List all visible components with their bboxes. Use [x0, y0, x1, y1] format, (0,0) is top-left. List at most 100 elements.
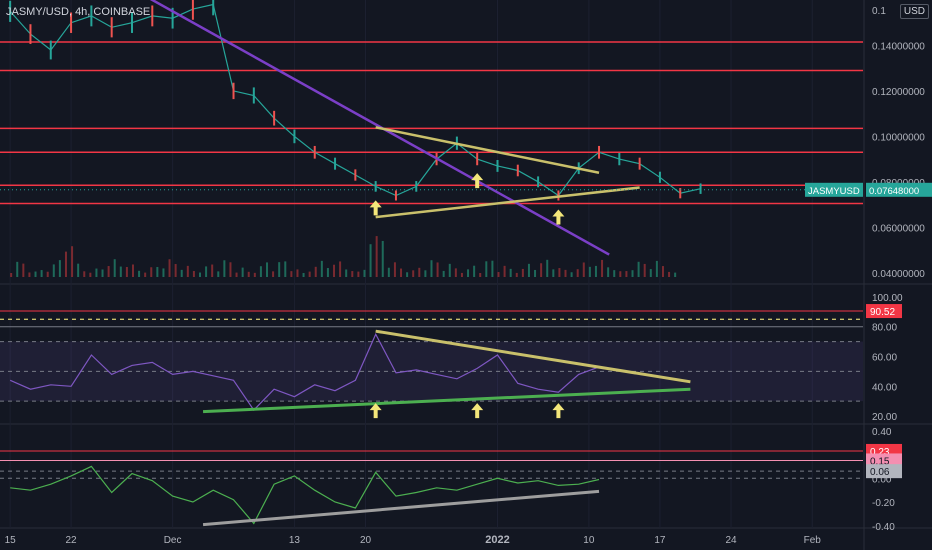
level-badge-label: 0.06 — [870, 467, 890, 478]
volume-bar — [515, 272, 518, 277]
volume-bar — [241, 267, 244, 277]
y-tick-label: 0.40 — [872, 427, 892, 438]
volume-bar — [369, 244, 372, 277]
level-badge — [866, 453, 902, 468]
volume-bar — [588, 266, 591, 277]
trend-line — [202, 387, 691, 414]
volume-bar — [400, 268, 403, 277]
volume-bar — [217, 271, 220, 277]
x-tick-label: Dec — [164, 535, 182, 546]
volume-bar — [479, 272, 482, 277]
volume-bar — [661, 266, 664, 277]
support-arrow-marker — [471, 403, 484, 419]
currency-badge[interactable]: USD — [899, 4, 929, 19]
volume-bar — [619, 271, 622, 277]
trend-line — [149, 0, 610, 256]
oscillator-2-line — [10, 465, 600, 525]
volume-bar — [278, 262, 281, 277]
volume-bar — [363, 269, 366, 277]
volume-bar — [412, 270, 415, 277]
volume-bar — [296, 269, 299, 277]
volume-bar — [552, 269, 555, 277]
level-badge — [866, 304, 902, 319]
volume-bar — [284, 261, 287, 277]
volume-bar — [326, 268, 329, 277]
y-tick-label: -0.40 — [872, 522, 895, 533]
y-tick-label: 0.04000000 — [872, 269, 925, 280]
volume-bar — [546, 259, 549, 277]
level-badge — [866, 464, 902, 479]
support-arrow-marker — [552, 403, 565, 419]
volume-bar — [570, 272, 573, 277]
volume-bar — [430, 260, 433, 277]
volume-bar — [113, 259, 116, 277]
volume-bar — [643, 263, 646, 277]
volume-bar — [418, 267, 421, 277]
volume-bar — [442, 270, 445, 277]
volume-bar — [168, 259, 171, 277]
volume-bar — [564, 269, 567, 277]
volume-bar — [229, 262, 232, 277]
volume-bar — [131, 264, 134, 277]
oscillator-1-line — [9, 332, 600, 412]
volume-bar — [71, 246, 74, 277]
volume-bar — [424, 270, 427, 277]
trend-line — [375, 126, 600, 174]
symbol-badge-label: JASMYUSD — [808, 186, 860, 197]
volume-bar — [393, 262, 396, 277]
volume-bar — [631, 270, 634, 277]
volume-bar — [308, 271, 311, 277]
volume-bar — [339, 261, 342, 277]
y-tick-label: 20.00 — [872, 412, 897, 423]
volume-bar — [119, 266, 122, 277]
volume-bar — [223, 260, 226, 277]
volume-bar — [613, 270, 616, 277]
level-badge-label: 90.52 — [870, 307, 895, 318]
symbol-badge — [805, 182, 863, 197]
level-badge-label: 0.15 — [870, 456, 890, 467]
volume-bar — [314, 266, 317, 277]
volume-bar — [125, 266, 128, 277]
x-tick-label: 2022 — [485, 534, 509, 546]
level-badge-label: 0.23 — [870, 447, 890, 458]
oscillator-band — [0, 341, 863, 402]
volume-bar — [192, 271, 195, 277]
volume-bar — [357, 271, 360, 277]
volume-bar — [180, 269, 183, 277]
volume-bar — [558, 268, 561, 277]
support-arrow-marker — [552, 209, 565, 225]
volume-bar — [22, 263, 25, 277]
volume-bar — [436, 262, 439, 277]
y-tick-label: 100.00 — [872, 293, 903, 304]
volume-bar — [28, 272, 31, 277]
last-price-value: 0.07648000 — [869, 186, 919, 197]
volume-bar — [156, 266, 159, 277]
y-tick-label: 0.00 — [872, 474, 892, 485]
trend-line — [202, 489, 600, 527]
volume-bar — [333, 264, 336, 277]
volume-bar — [625, 271, 628, 277]
volume-bar — [674, 272, 677, 277]
volume-bar — [485, 261, 488, 277]
volume-bar — [186, 265, 189, 277]
volume-bar — [259, 266, 262, 277]
volume-bar — [34, 271, 37, 277]
volume-bar — [64, 251, 67, 277]
x-tick-label: Feb — [804, 535, 822, 546]
volume-bar — [406, 272, 409, 277]
volume-bar — [649, 269, 652, 277]
volume-bar — [52, 264, 55, 277]
volume-bar — [637, 261, 640, 277]
volume-bar — [594, 265, 597, 277]
volume-bar — [272, 271, 275, 277]
y-tick-label: 60.00 — [872, 352, 897, 363]
volume-bar — [77, 263, 80, 277]
y-tick-label: 0.06000000 — [872, 223, 925, 234]
price-series-line — [9, 3, 701, 197]
y-tick-label: 0.10000000 — [872, 132, 925, 143]
volume-bar — [607, 267, 610, 277]
x-tick-label: 20 — [360, 535, 372, 546]
y-tick-label: 40.00 — [872, 382, 897, 393]
volume-bar — [509, 268, 512, 277]
